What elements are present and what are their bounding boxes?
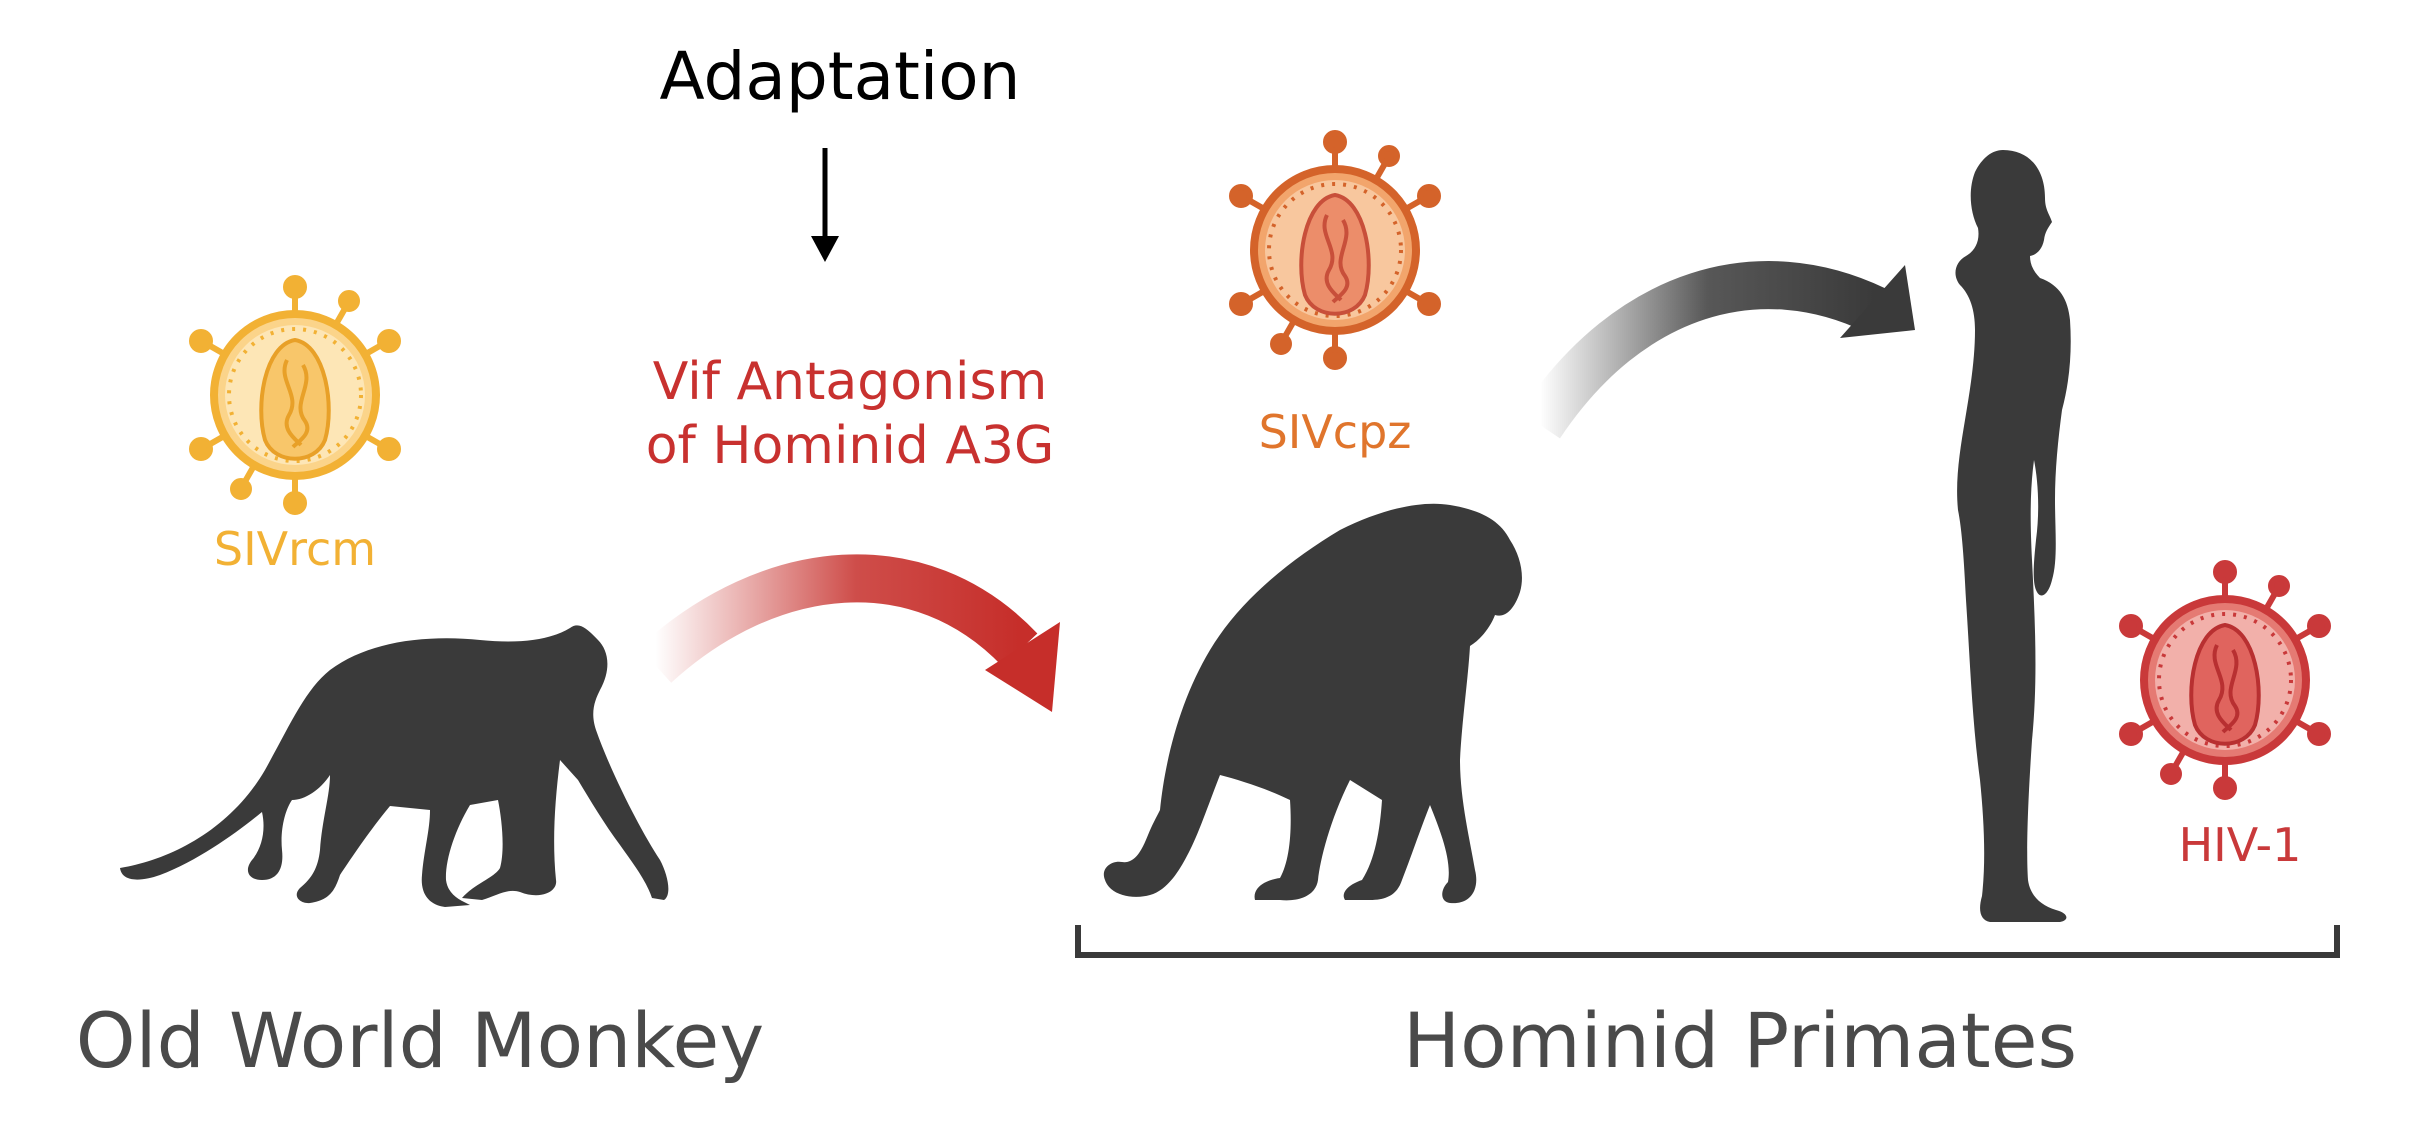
vif-label-line1: Vif Antagonism bbox=[652, 352, 1048, 412]
human-silhouette-icon bbox=[1955, 150, 2071, 922]
hominid-bracket bbox=[1075, 925, 2340, 958]
sivcpz-label: SIVcpz bbox=[1258, 405, 1412, 459]
old-world-monkey-label: Old World Monkey bbox=[75, 996, 765, 1085]
virus-icon bbox=[192, 278, 398, 512]
adaptation-arrow bbox=[811, 148, 839, 262]
hiv1-label: HIV-1 bbox=[2178, 818, 2302, 872]
monkey-silhouette-icon bbox=[120, 625, 669, 907]
vif-antagonism-label: Vif Antagonism of Hominid A3G bbox=[560, 350, 1140, 478]
adaptation-label: Adaptation bbox=[659, 38, 1021, 115]
transfer-arrow-dark bbox=[1520, 261, 1915, 439]
chimpanzee-silhouette-icon bbox=[1103, 503, 1522, 904]
vif-label-line2: of Hominid A3G bbox=[645, 416, 1055, 476]
virus-icon bbox=[1232, 133, 1438, 367]
transfer-arrow-red bbox=[638, 554, 1060, 712]
virus-icon bbox=[2122, 563, 2328, 797]
sivrcm-label: SIVrcm bbox=[213, 522, 377, 576]
hominid-primates-label: Hominid Primates bbox=[1402, 996, 2078, 1085]
